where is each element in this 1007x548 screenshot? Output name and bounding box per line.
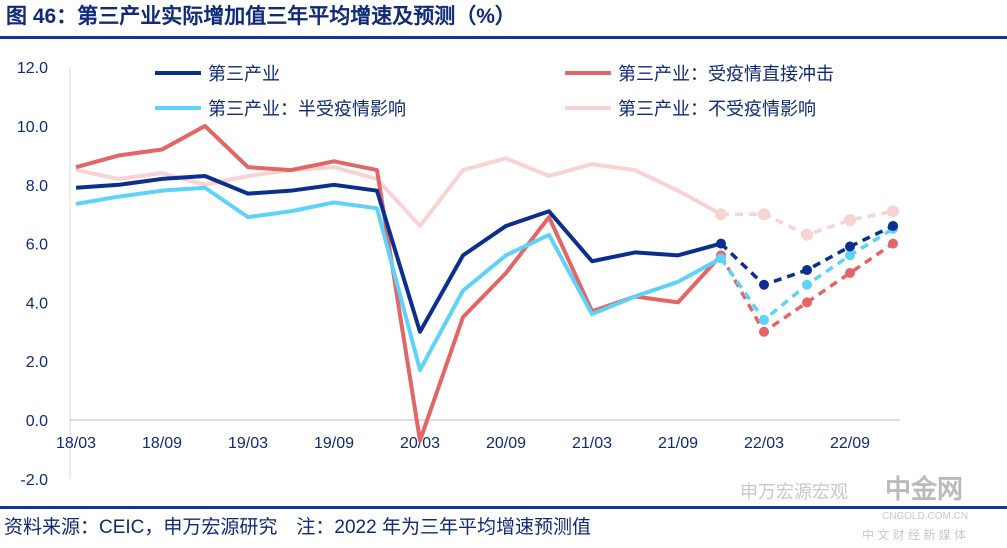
forecast-point: [844, 214, 856, 227]
y-tick-label: 12.0: [17, 60, 48, 77]
y-tick-label: 8.0: [26, 178, 48, 195]
forecast-point: [716, 238, 726, 249]
forecast-point: [759, 326, 769, 337]
y-tick-label: 6.0: [26, 237, 48, 254]
x-tick-label: 18/03: [56, 435, 96, 452]
y-tick-label: 4.0: [26, 295, 48, 312]
chart-title: 图 46：第三产业实际增加值三年平均增速及预测（%）: [6, 5, 516, 28]
forecast-point: [758, 208, 770, 221]
watermark-domain: CNGOLD.COM.CN: [882, 511, 969, 522]
legend-label: 第三产业：不受疫情影响: [618, 99, 816, 119]
forecast-point: [759, 315, 769, 326]
forecast-point: [888, 220, 898, 231]
forecast-point: [802, 265, 812, 276]
x-tick-label: 21/09: [658, 435, 698, 452]
series-line: [75, 156, 722, 228]
series-line: [75, 173, 722, 334]
y-tick-label: 10.0: [17, 119, 48, 136]
x-tick-label: 22/03: [744, 435, 784, 452]
forecast-point: [716, 253, 726, 264]
legend-label: 第三产业：受疫情直接冲击: [618, 64, 834, 84]
source-note: 资料来源：CEIC，申万宏源研究 注：2022 年为三年平均增速预测值: [4, 517, 591, 538]
x-tick-label: 21/03: [572, 435, 612, 452]
x-tick-label: 19/03: [228, 435, 268, 452]
x-tick-label: 20/03: [400, 435, 440, 452]
x-tick-label: 20/09: [486, 435, 526, 452]
forecast-point: [888, 238, 898, 249]
watermark-brand: 中金网: [885, 474, 964, 504]
forecast-point: [715, 208, 727, 221]
forecast-point: [845, 268, 855, 278]
y-tick-label: -2.0: [20, 472, 48, 489]
watermark-slogan: 中 文 财 经 新 媒 体: [862, 528, 967, 542]
line-chart: 12.0 10.0 8.0 6.0 4.0 2.0 0.0 -2.0 18/03 18/09 19/…: [17, 60, 900, 489]
forecast-point: [802, 297, 812, 308]
footer-divider: [0, 506, 1007, 509]
watermark-wechat: 申万宏源宏观: [740, 482, 848, 502]
forecast-point: [887, 205, 899, 218]
x-tick-label: 19/09: [314, 435, 354, 452]
y-tick-label: 0.0: [26, 413, 48, 430]
x-tick-label: 22/09: [830, 435, 870, 452]
forecast-point: [801, 228, 813, 241]
legend-label: 第三产业: [208, 64, 280, 84]
series-line: [75, 185, 722, 373]
title-divider: [0, 36, 1007, 39]
y-tick-label: 2.0: [26, 354, 48, 371]
forecast-point: [759, 279, 769, 290]
forecast-point: [845, 241, 855, 252]
x-tick-label: 18/09: [142, 435, 182, 452]
forecast-point: [802, 279, 812, 290]
legend-label: 第三产业：半受疫情影响: [208, 99, 406, 119]
forecast-point: [845, 250, 855, 261]
series-forecast-line: [719, 242, 894, 335]
